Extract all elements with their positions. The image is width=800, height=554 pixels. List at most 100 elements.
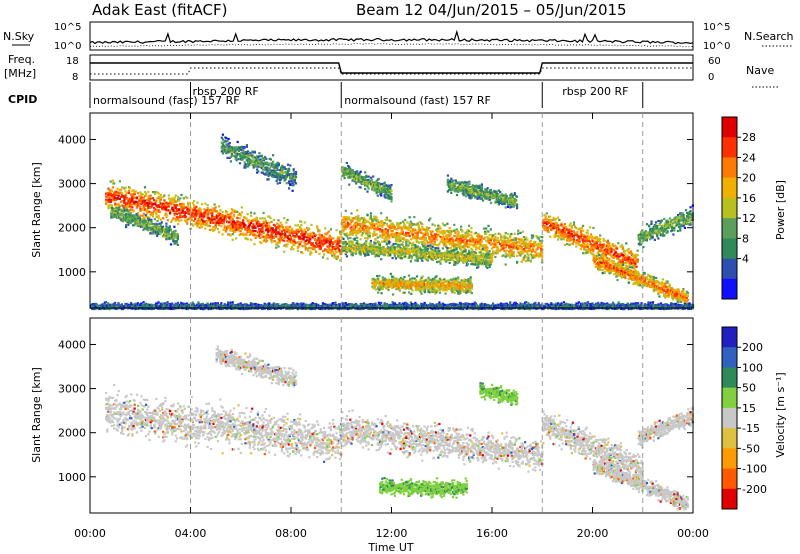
range-cell	[277, 219, 280, 222]
range-cell	[280, 235, 283, 238]
range-cell	[131, 197, 134, 200]
range-cell	[375, 216, 378, 219]
range-cell	[469, 280, 472, 283]
range-cell	[221, 233, 224, 236]
range-cell	[156, 219, 159, 223]
range-cell	[289, 248, 293, 251]
range-cell	[373, 251, 376, 254]
range-cell	[460, 241, 463, 245]
range-cell	[294, 241, 297, 244]
range-cell	[353, 231, 356, 234]
range-cell	[400, 228, 403, 231]
range-cell	[184, 211, 188, 214]
range-cell	[216, 221, 220, 224]
range-cell	[107, 187, 110, 190]
range-cell	[380, 212, 383, 215]
range-cell	[262, 224, 265, 227]
range-cell	[283, 239, 286, 242]
range-cell	[408, 222, 411, 225]
range-cell	[522, 235, 525, 239]
range-cell	[234, 230, 237, 233]
range-cell	[211, 215, 214, 218]
range-cell	[295, 231, 298, 234]
range-cell	[335, 246, 338, 249]
range-cell	[165, 206, 168, 209]
range-cell	[417, 241, 420, 244]
range-cell	[228, 233, 231, 236]
range-cell	[512, 253, 515, 257]
range-cell	[485, 227, 488, 230]
range-cell	[288, 225, 291, 228]
range-cell	[259, 217, 262, 220]
range-cell	[172, 217, 175, 220]
range-cell	[175, 210, 178, 213]
range-cell	[345, 235, 348, 238]
range-cell	[299, 220, 302, 223]
freq-label: Freq.	[8, 53, 35, 66]
range-cell	[123, 197, 126, 200]
range-cell	[275, 230, 278, 233]
range-cell	[247, 222, 250, 225]
range-cell	[239, 224, 242, 227]
range-cell	[299, 227, 302, 230]
range-cell	[206, 217, 209, 220]
range-cell	[150, 211, 153, 214]
range-cell	[158, 205, 161, 209]
range-cell	[134, 203, 137, 206]
range-cell	[137, 212, 140, 215]
range-cell	[270, 236, 273, 239]
range-cell	[204, 220, 207, 223]
range-cell	[453, 291, 456, 294]
range-cell	[569, 243, 572, 246]
range-cell	[303, 229, 306, 232]
range-cell	[405, 241, 408, 245]
range-cell	[156, 197, 159, 200]
range-cell	[431, 245, 434, 248]
range-cell	[151, 213, 155, 216]
range-cell	[415, 275, 419, 278]
range-cell	[463, 250, 466, 253]
range-cell	[307, 242, 310, 245]
range-cell	[199, 223, 202, 226]
range-cell	[138, 195, 141, 198]
range-cell	[186, 222, 189, 225]
nsky-tick-low: 10^0	[54, 41, 81, 52]
range-cell	[235, 222, 238, 225]
range-cell	[130, 203, 133, 206]
range-cell	[232, 214, 236, 217]
range-cell	[127, 210, 130, 213]
range-cell	[107, 207, 110, 210]
range-cell	[109, 192, 112, 195]
range-cell	[299, 237, 302, 240]
range-cell	[545, 212, 548, 215]
range-cell	[180, 207, 183, 210]
range-cell	[296, 246, 299, 250]
range-cell	[162, 206, 165, 209]
range-cell	[190, 215, 193, 218]
range-cell	[267, 230, 270, 233]
range-cell	[305, 236, 309, 239]
range-cell	[129, 211, 132, 214]
range-cell	[262, 239, 265, 242]
range-cell	[360, 245, 363, 248]
range-cell	[239, 233, 242, 236]
range-cell	[293, 238, 296, 241]
range-cell	[212, 207, 215, 210]
range-cell	[171, 197, 174, 200]
range-cell	[141, 225, 144, 228]
range-cell	[574, 232, 577, 235]
range-cell	[178, 204, 181, 207]
range-cell	[170, 220, 173, 223]
range-cell	[253, 212, 256, 215]
range-cell	[232, 228, 236, 231]
range-cell	[417, 231, 420, 234]
range-cell	[174, 200, 177, 204]
range-cell	[426, 244, 430, 247]
range-cell	[313, 248, 317, 251]
range-cell	[364, 237, 367, 240]
range-cell	[165, 209, 168, 212]
range-cell	[315, 250, 318, 253]
range-cell	[285, 228, 288, 231]
range-cell	[283, 217, 286, 220]
